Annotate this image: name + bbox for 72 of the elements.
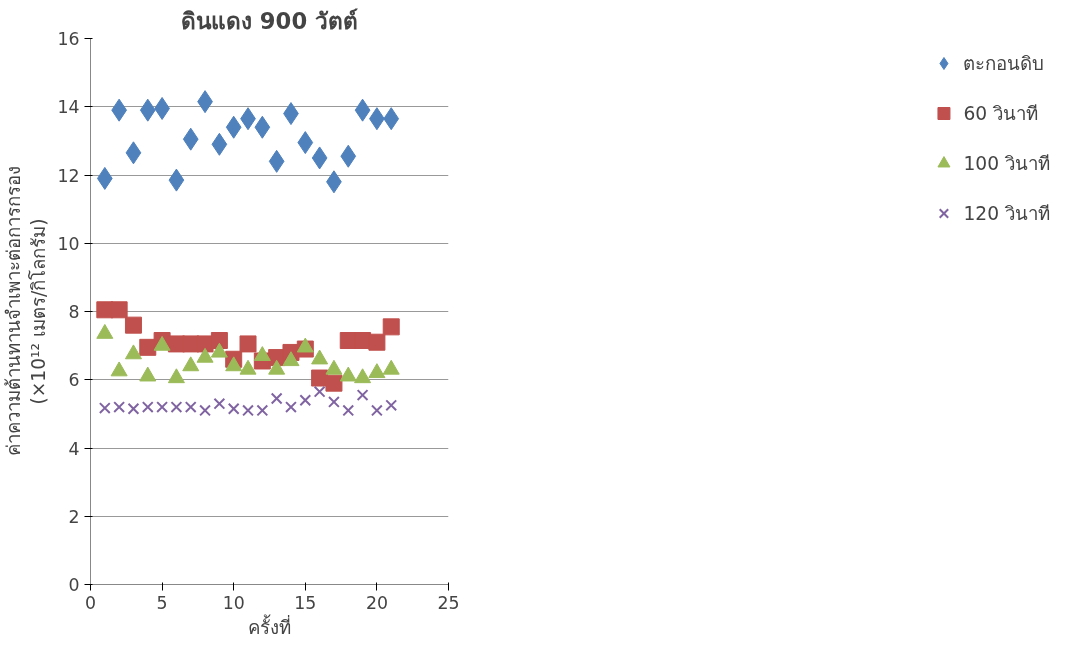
point: [156, 401, 169, 413]
point: [270, 392, 283, 405]
y-tick-label: 2: [68, 506, 80, 527]
point: [239, 335, 257, 353]
point: [368, 333, 386, 351]
point: [311, 349, 329, 365]
point: [199, 404, 212, 417]
point: [213, 397, 226, 410]
point: [182, 127, 199, 151]
y-axis-title: ค่าความต้านทานจำเพาะต่อการกรอง (×10¹² เมตร/กิโลกรัม): [3, 166, 50, 457]
point: [268, 149, 285, 173]
point: [311, 146, 328, 170]
point: [125, 141, 142, 165]
point: [342, 404, 355, 417]
point: [327, 395, 340, 408]
point: [170, 401, 183, 413]
point: [227, 402, 240, 415]
point: [382, 318, 400, 336]
x-tick-label: 25: [437, 592, 460, 613]
y-tick-label: 14: [57, 97, 80, 118]
y-tick-label: 10: [57, 233, 80, 254]
point: [96, 166, 113, 190]
x-tick-label: 0: [84, 592, 97, 613]
point: [370, 404, 383, 417]
x-tick-label: 5: [156, 592, 168, 613]
point: [368, 363, 386, 379]
point: [340, 144, 357, 168]
point: [124, 344, 142, 360]
point: [383, 107, 400, 131]
point: [285, 401, 297, 413]
point: [354, 368, 372, 384]
x-tick-label: 15: [294, 592, 317, 613]
point: [127, 402, 140, 415]
legend-label: 120 วินาที: [963, 201, 1050, 226]
x-tick-label: 20: [365, 592, 388, 613]
point: [225, 115, 242, 139]
y-tick-label: 4: [68, 438, 80, 459]
legend-label: 60 วินาที: [963, 101, 1039, 126]
point: [110, 361, 128, 377]
legend-label: 100 วินาที: [963, 151, 1050, 176]
y-tick-label: 16: [57, 29, 80, 49]
y-tick-label: 0: [68, 575, 80, 595]
y-tick-label: 12: [57, 165, 80, 186]
y-tick-label: 8: [68, 302, 80, 322]
point: [297, 131, 314, 155]
point: [356, 389, 369, 402]
point: [225, 356, 243, 372]
point: [98, 402, 111, 415]
point: [113, 401, 126, 413]
point: [167, 368, 185, 384]
point: [211, 132, 228, 156]
point: [242, 404, 254, 417]
point: [168, 168, 185, 192]
point: [139, 98, 156, 122]
point: [182, 356, 200, 372]
point: [385, 399, 398, 412]
point: [354, 98, 371, 122]
point: [124, 316, 142, 334]
point: [325, 374, 343, 392]
point: [184, 401, 197, 413]
point: [110, 301, 128, 319]
point: [256, 404, 269, 417]
legend-label: ตะกอนดิบ: [963, 51, 1045, 76]
x-axis-title: ครั้งที่: [248, 613, 291, 638]
point: [299, 394, 312, 407]
point: [141, 401, 154, 413]
point: [313, 385, 326, 398]
chart-title: ดินแดง 900 วัตต์: [180, 7, 359, 34]
y-tick-label: 6: [68, 370, 80, 391]
point: [282, 351, 300, 367]
x-tick-label: 10: [222, 592, 245, 613]
point: [254, 115, 271, 139]
